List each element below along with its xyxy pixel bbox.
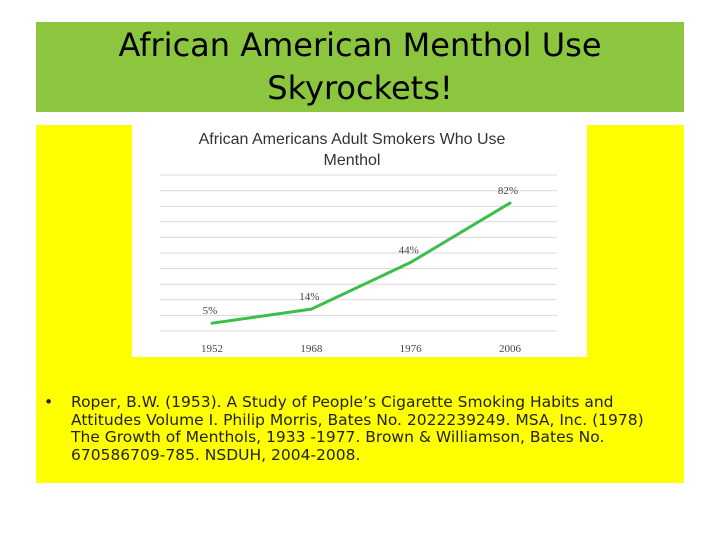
chart-data-labels: 5% 14% 44% 82% (203, 185, 518, 317)
slide-title-line2: Skyrockets! (267, 69, 453, 107)
x-tick-label: 2006 (499, 343, 522, 355)
chart-x-axis: 1952 1968 1976 2006 (201, 343, 522, 355)
reference-item: • Roper, B.W. (1953). A Study of People’… (44, 393, 674, 464)
chart-title-line1: African Americans Adult Smokers Who Use (198, 131, 506, 148)
chart-title-line2: Menthol (323, 152, 381, 169)
bullet-icon: • (44, 393, 54, 411)
reference-list: • Roper, B.W. (1953). A Study of People’… (44, 393, 674, 464)
line-chart: African Americans Adult Smokers Who Use … (132, 125, 587, 357)
data-label: 5% (203, 305, 218, 317)
slide-title-line1: African American Menthol Use (118, 26, 602, 64)
chart-series (210, 201, 512, 325)
chart-gridlines (160, 174, 557, 332)
x-tick-label: 1952 (201, 343, 223, 355)
series-line (210, 201, 512, 325)
x-tick-label: 1976 (400, 343, 423, 355)
data-label: 44% (399, 244, 419, 256)
chart-title: African Americans Adult Smokers Who Use … (152, 129, 552, 171)
chart-plot: 5% 14% 44% 82% 1952 1968 1976 2006 (160, 174, 557, 355)
data-label: 14% (299, 291, 319, 303)
slide-title: African American Menthol Use Skyrockets! (36, 24, 684, 110)
title-band: African American Menthol Use Skyrockets! (36, 22, 684, 112)
data-label: 82% (498, 185, 518, 197)
reference-text: Roper, B.W. (1953). A Study of People’s … (71, 393, 644, 464)
x-tick-label: 1968 (300, 343, 323, 355)
